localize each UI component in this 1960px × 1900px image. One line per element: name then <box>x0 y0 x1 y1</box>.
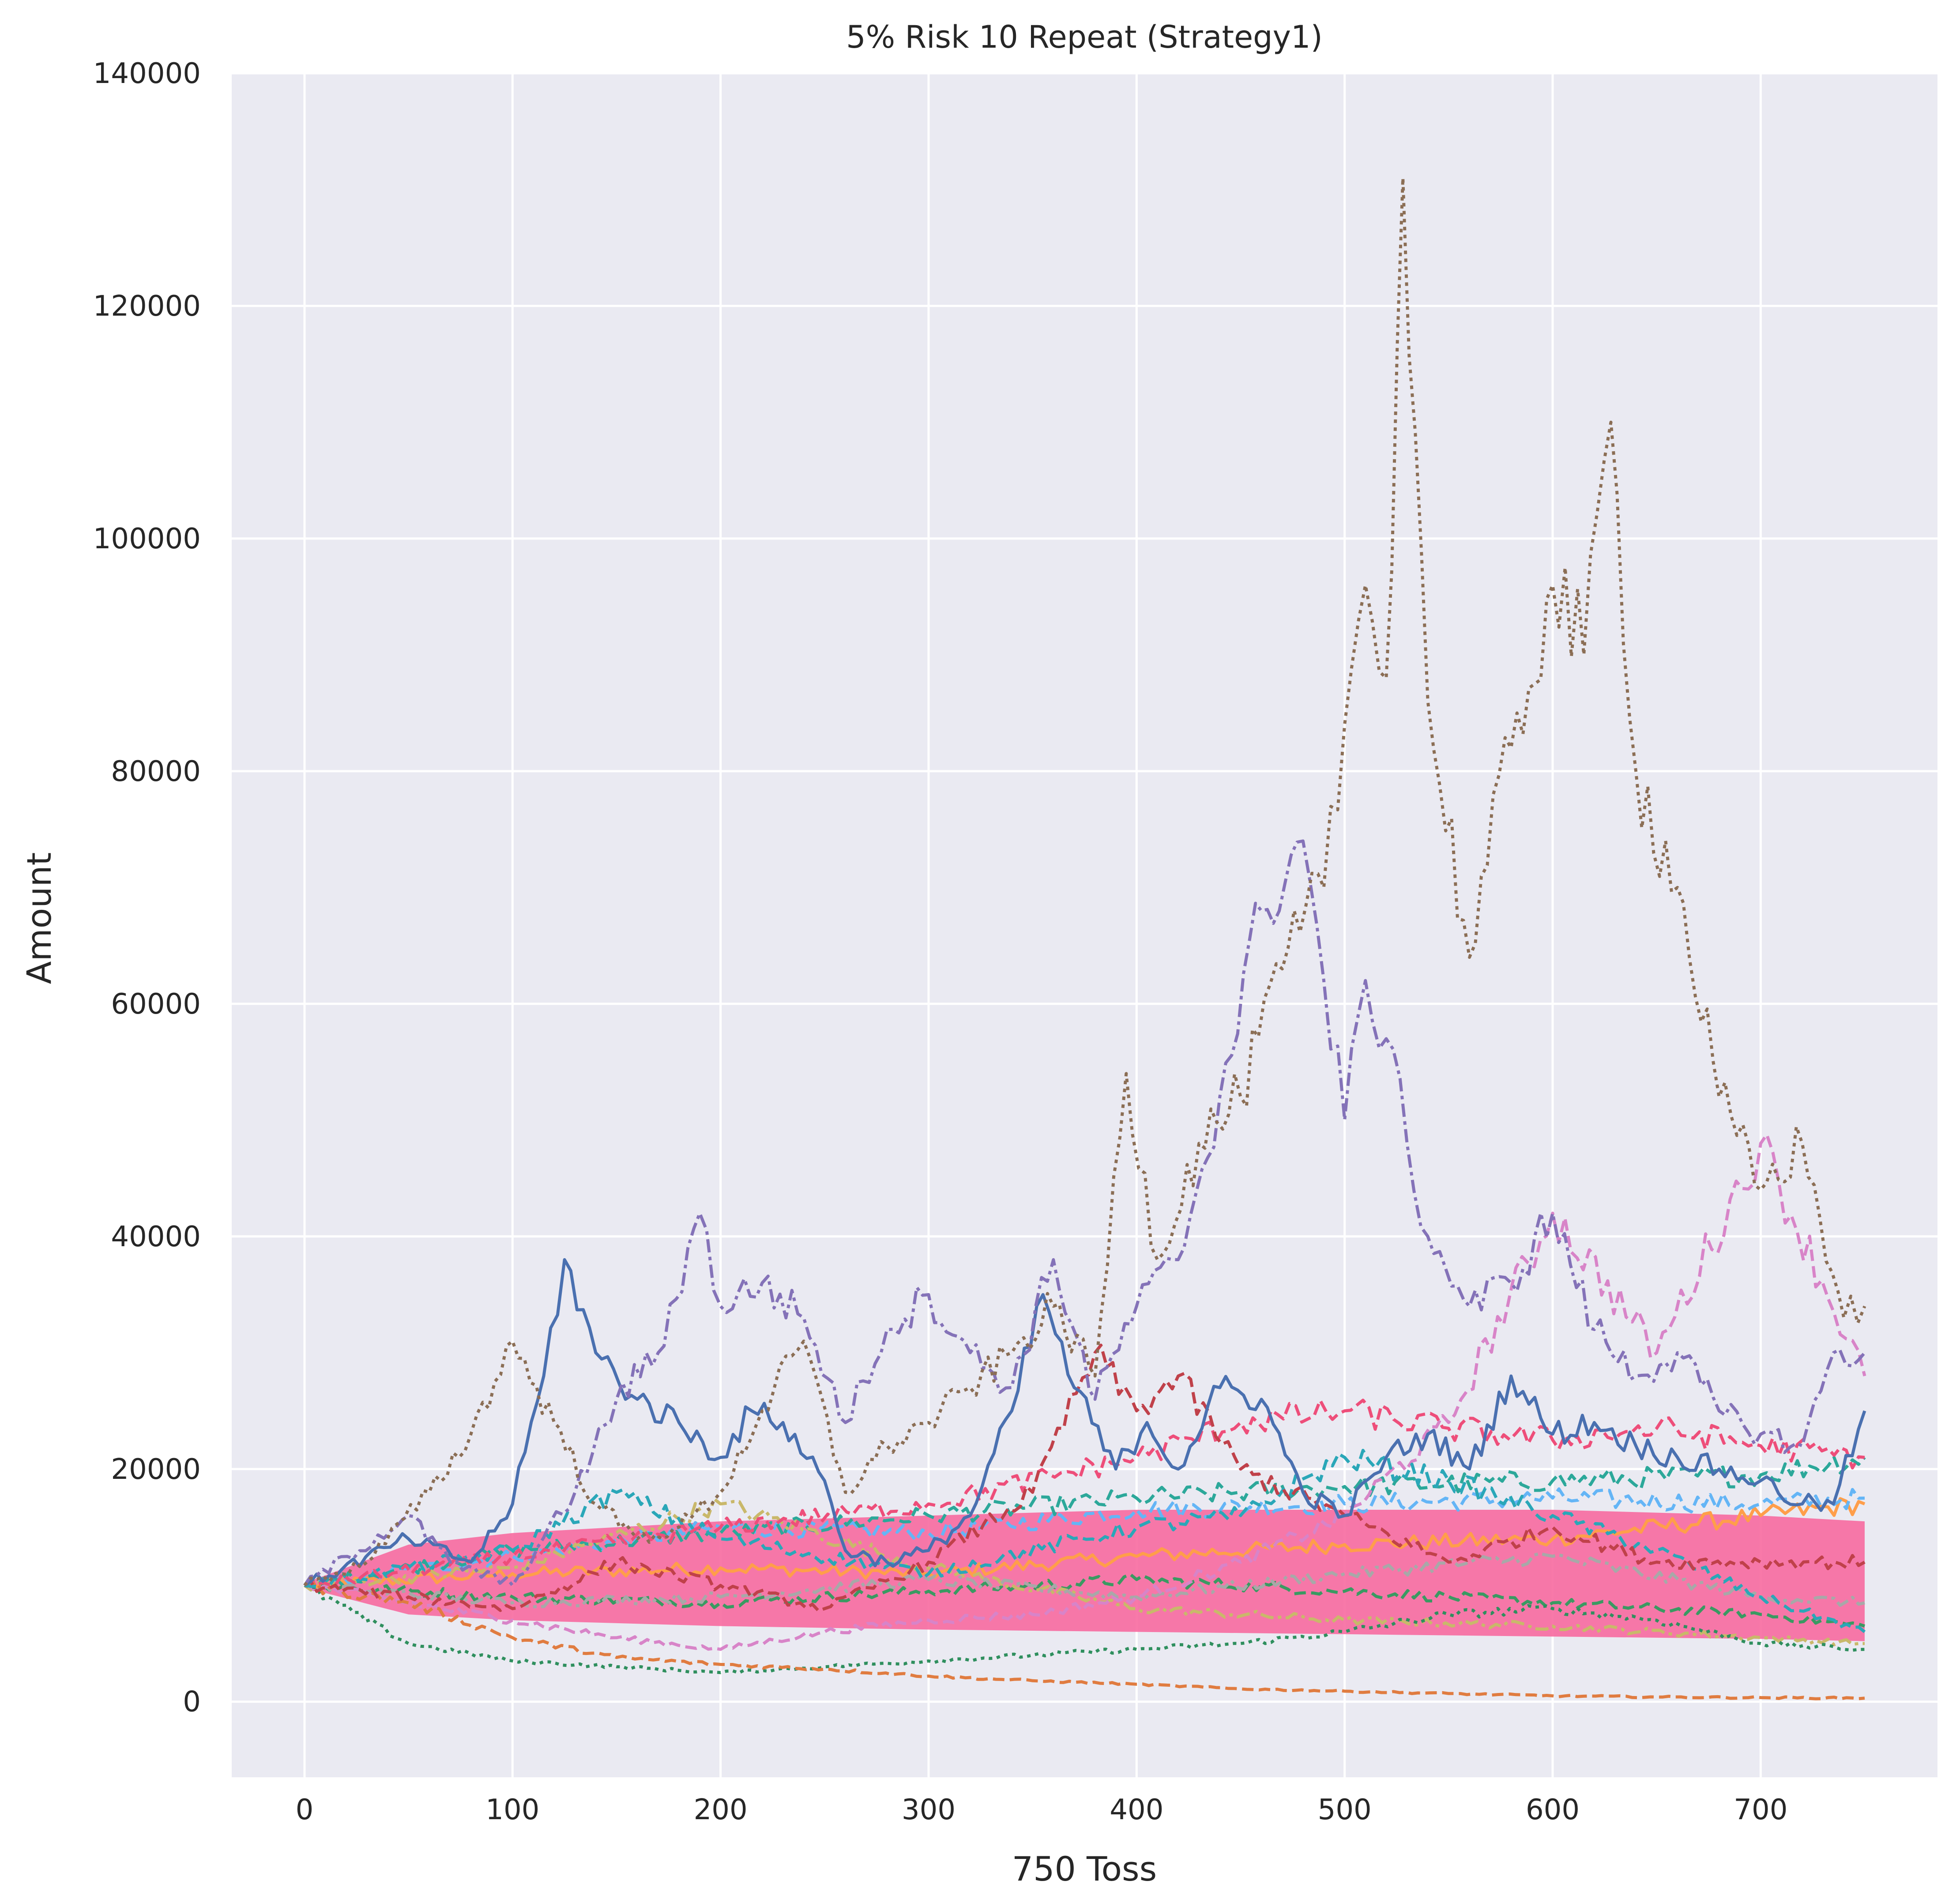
series-line <box>304 1448 1866 1633</box>
y-tick-label: 20000 <box>111 1453 201 1486</box>
y-tick-labels: 0 20000 40000 60000 80000 100000 120000 140000 <box>93 57 201 1719</box>
x-tick-label: 100 <box>485 1794 539 1826</box>
x-tick-label: 200 <box>694 1794 748 1826</box>
y-tick-label: 140000 <box>93 57 201 90</box>
y-tick-label: 120000 <box>93 290 201 323</box>
series-line <box>303 1456 1866 1587</box>
x-tick-label: 400 <box>1110 1794 1163 1826</box>
x-tick-label: 600 <box>1526 1794 1580 1826</box>
series-lines <box>303 176 1866 1700</box>
y-tick-label: 40000 <box>111 1221 201 1253</box>
series-line <box>303 1399 1865 1587</box>
y-tick-label: 60000 <box>111 988 201 1021</box>
series-line <box>304 1487 1865 1589</box>
x-tick-label: 300 <box>902 1794 956 1826</box>
y-tick-label: 100000 <box>93 523 201 555</box>
plot-area <box>232 73 1937 1777</box>
x-tick-label: 0 <box>296 1794 314 1826</box>
series-line <box>304 1572 1866 1628</box>
chart-title: 5% Risk 10 Repeat (Strategy1) <box>846 19 1323 55</box>
y-tick-label: 80000 <box>111 755 201 788</box>
series-line <box>304 1258 1866 1587</box>
series-line <box>304 1552 1865 1609</box>
y-tick-label: 0 <box>183 1686 201 1719</box>
x-tick-labels: 0 100 200 300 400 500 600 700 <box>296 1794 1788 1826</box>
x-axis-label: 750 Toss <box>1012 1849 1157 1889</box>
series-line <box>304 1583 1865 1675</box>
grid <box>232 72 1937 1777</box>
series-line <box>303 176 1866 1587</box>
series-line <box>303 839 1866 1587</box>
x-tick-label: 700 <box>1734 1794 1787 1826</box>
y-axis-label: Amount <box>19 852 59 984</box>
series-line <box>304 1580 1865 1700</box>
x-tick-label: 500 <box>1318 1794 1372 1826</box>
series-line <box>303 1497 1865 1647</box>
series-line <box>304 1133 1866 1651</box>
series-line <box>304 1497 1866 1589</box>
